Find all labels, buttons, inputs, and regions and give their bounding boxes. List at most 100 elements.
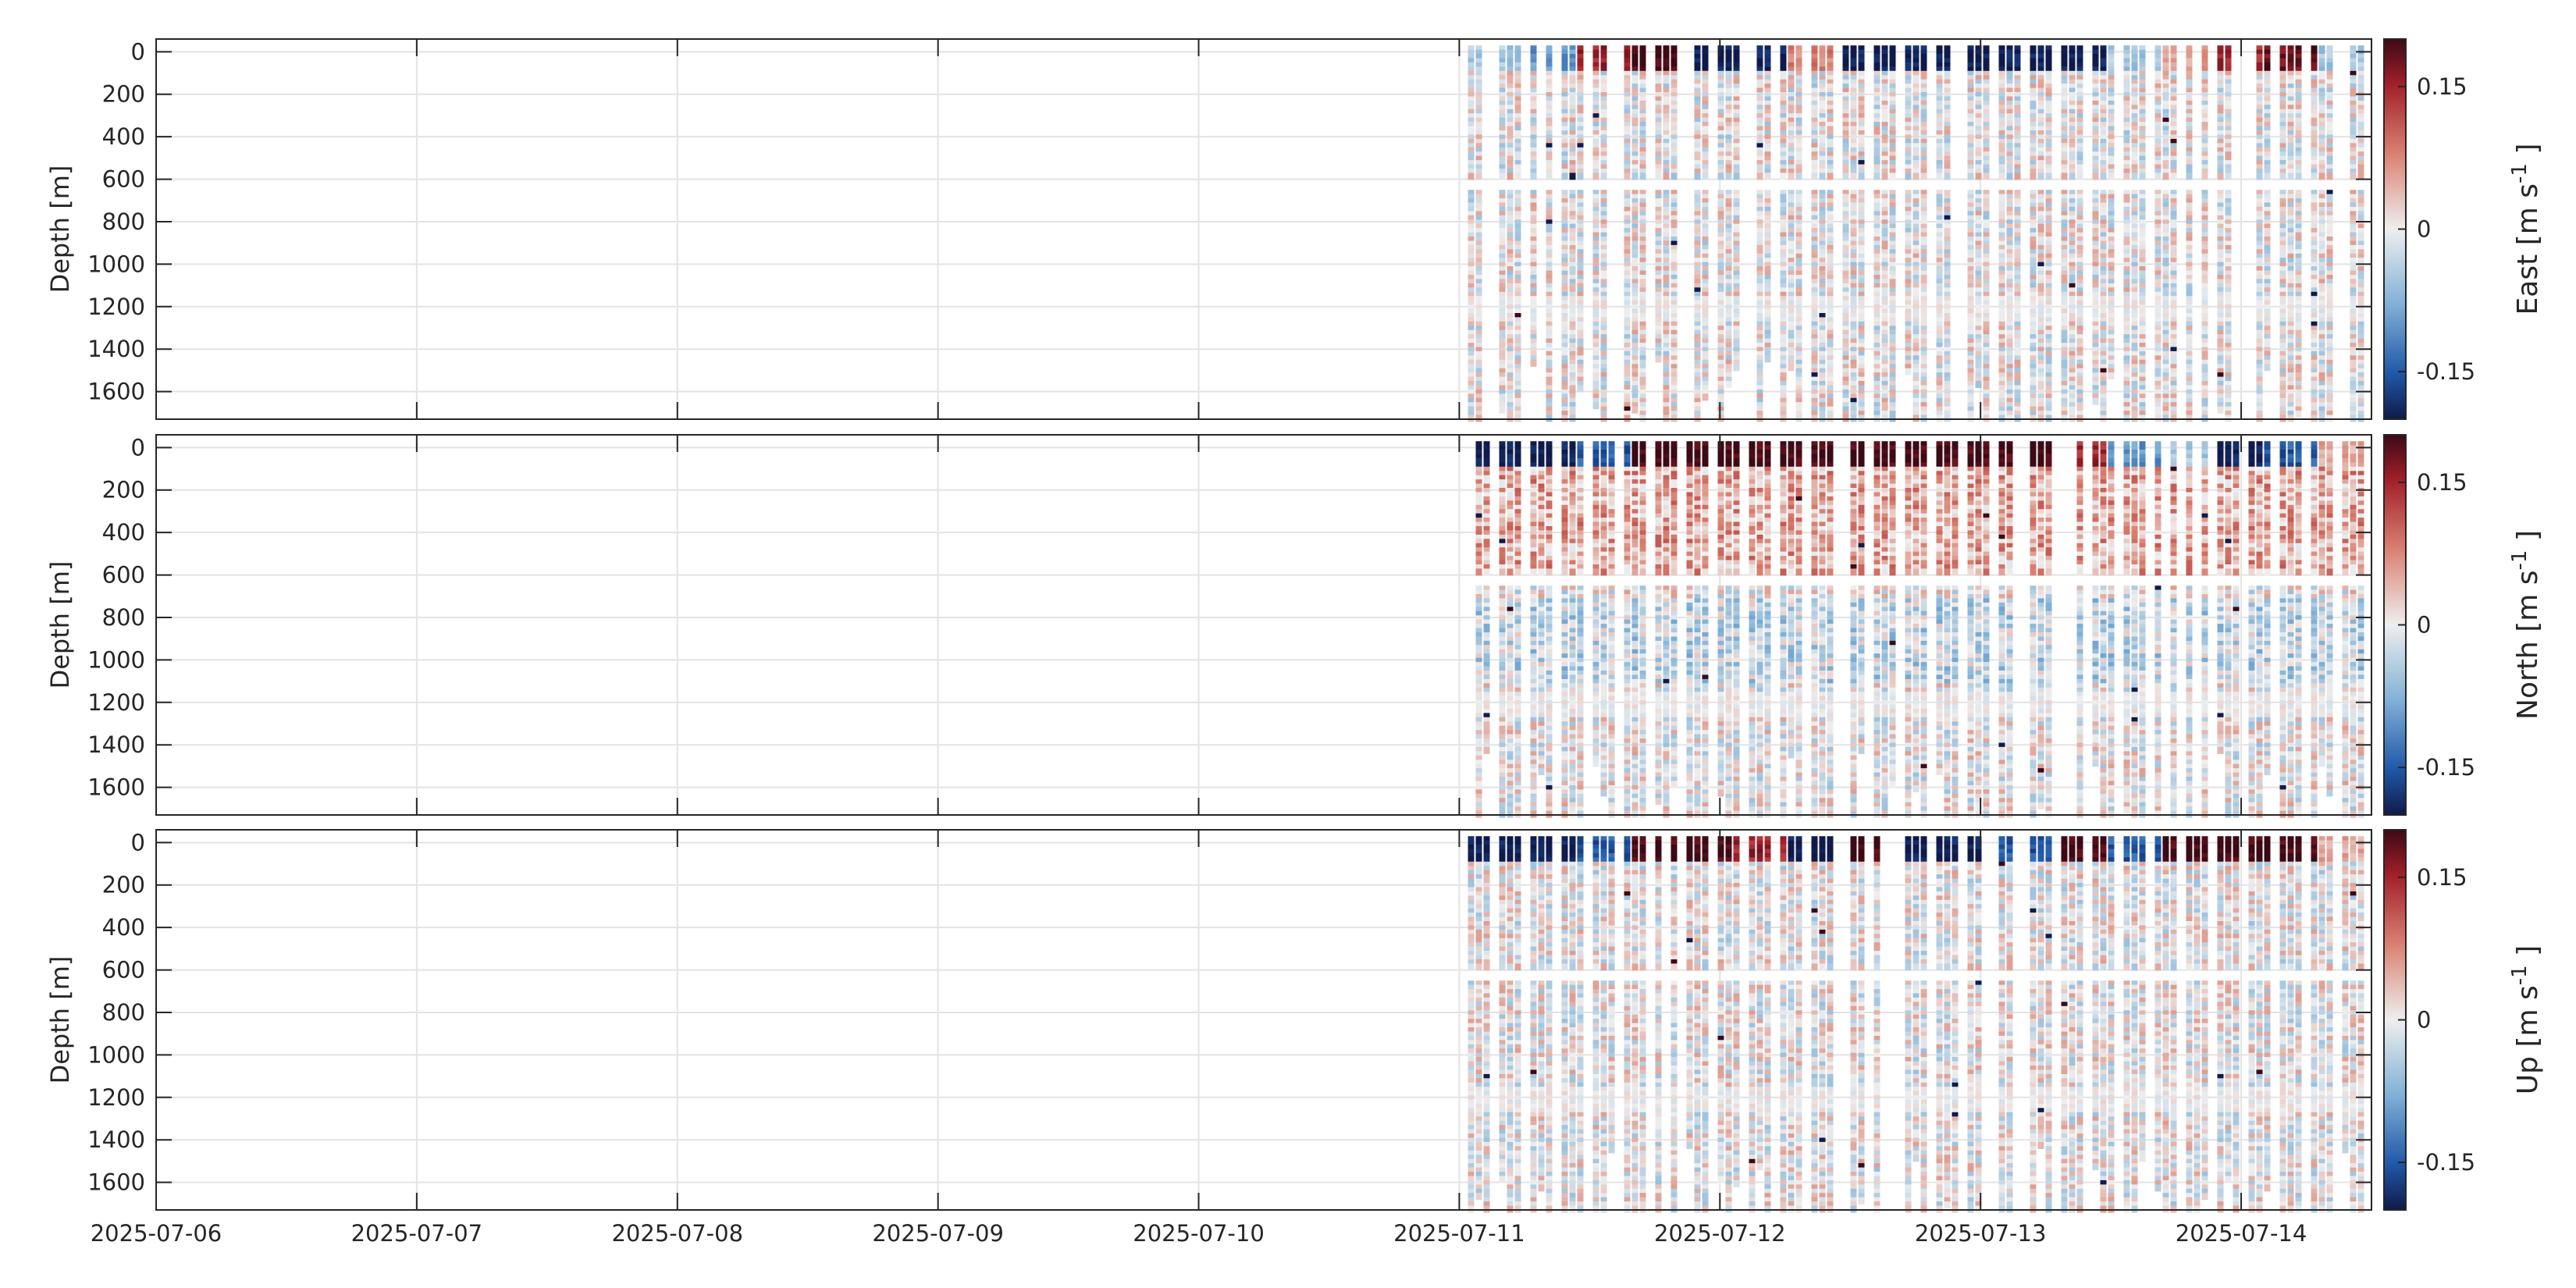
heatmap-cell <box>1756 262 1763 269</box>
heatmap-cell <box>1624 105 1631 112</box>
heatmap-cell <box>1468 151 1475 159</box>
heatmap-cell <box>1920 249 1927 257</box>
heatmap-cell <box>1764 228 1771 236</box>
heatmap-cell <box>1600 49 1607 57</box>
heatmap-cell <box>1514 240 1521 248</box>
heatmap-cell <box>1655 206 1662 214</box>
heatmap-cell <box>1850 87 1857 95</box>
heatmap-cell <box>1780 155 1787 163</box>
heatmap-cell <box>1788 308 1795 316</box>
heatmap-cell <box>1764 138 1771 146</box>
heatmap-cell <box>1639 300 1646 308</box>
heatmap-cell <box>1514 304 1521 312</box>
heatmap-cell <box>1842 100 1849 108</box>
heatmap-cell <box>1530 237 1537 244</box>
heatmap-cell <box>1569 397 1576 405</box>
heatmap-cell <box>1795 300 1802 308</box>
heatmap-cell <box>1561 338 1568 346</box>
heatmap-cell <box>1936 160 1943 168</box>
heatmap-cell <box>1592 334 1599 342</box>
heatmap-cell <box>1663 355 1670 363</box>
heatmap-cell <box>1873 258 1880 265</box>
heatmap-cell <box>1546 134 1553 142</box>
heatmap-cell <box>1561 113 1568 121</box>
heatmap-cell <box>1819 275 1826 282</box>
heatmap-cell <box>1546 291 1553 299</box>
heatmap-cell <box>1936 143 1943 151</box>
heatmap-cell <box>1702 347 1709 354</box>
heatmap-cell <box>1694 96 1701 104</box>
heatmap-cell <box>1842 109 1849 116</box>
heatmap-cell <box>1475 228 1482 236</box>
heatmap-cell <box>1881 253 1888 261</box>
heatmap-cell <box>1569 45 1576 53</box>
heatmap-cell <box>1944 70 1951 78</box>
heatmap-cell <box>1858 219 1865 227</box>
heatmap-cell <box>1889 228 1896 236</box>
heatmap-cell <box>1780 70 1787 78</box>
heatmap-cell <box>1475 117 1482 125</box>
heatmap-cell <box>1499 291 1506 299</box>
heatmap-cell <box>1725 105 1732 112</box>
heatmap-cell <box>1499 198 1506 206</box>
heatmap-cell <box>1655 232 1662 240</box>
heatmap-cell <box>1631 215 1638 222</box>
heatmap-cell <box>1717 130 1724 137</box>
heatmap-cell <box>1561 198 1568 206</box>
heatmap-cell <box>1780 368 1787 375</box>
heatmap-cell <box>1670 343 1678 350</box>
heatmap-cell <box>1725 249 1732 257</box>
heatmap-cell <box>1881 308 1888 316</box>
heatmap-cell <box>1694 130 1701 137</box>
heatmap-cell <box>1670 381 1678 388</box>
heatmap-cell <box>1780 270 1787 278</box>
heatmap-cell <box>1858 84 1865 91</box>
heatmap-cell <box>1827 364 1834 372</box>
heatmap-cell <box>1468 270 1475 278</box>
heatmap-cell <box>1499 364 1506 372</box>
heatmap-cell <box>1780 372 1787 380</box>
heatmap-cell <box>1694 173 1701 180</box>
heatmap-cell <box>1827 279 1834 286</box>
heatmap-cell <box>1663 126 1670 133</box>
heatmap-cell <box>1788 300 1795 308</box>
heatmap-cell <box>1881 372 1888 380</box>
heatmap-cell <box>1764 232 1771 240</box>
heatmap-cell <box>1561 385 1568 393</box>
heatmap-cell <box>1561 270 1568 278</box>
heatmap-cell <box>1577 113 1584 121</box>
heatmap-cell <box>1631 198 1638 206</box>
heatmap-cell <box>1873 270 1880 278</box>
heatmap-cell <box>1912 113 1920 121</box>
heatmap-cell <box>1663 279 1670 286</box>
heatmap-cell <box>1842 164 1849 172</box>
heatmap-cell <box>1795 376 1802 384</box>
heatmap-cell <box>1702 317 1709 325</box>
heatmap-cell <box>1600 283 1607 290</box>
heatmap-cell <box>1702 283 1709 290</box>
heatmap-cell <box>1842 151 1849 159</box>
heatmap-cell <box>1756 232 1763 240</box>
heatmap-cell <box>1561 87 1568 95</box>
heatmap-cell <box>1905 126 1912 133</box>
heatmap-cell <box>1756 126 1763 133</box>
heatmap-cell <box>1507 62 1514 69</box>
heatmap-cell <box>1795 389 1802 397</box>
heatmap-cell <box>1600 117 1607 125</box>
heatmap-cell <box>1842 70 1849 78</box>
heatmap-cell <box>1733 223 1740 231</box>
heatmap-cell <box>1717 266 1724 274</box>
heatmap-cell <box>1475 338 1482 346</box>
heatmap-cell <box>1694 296 1701 304</box>
heatmap-cell <box>1499 240 1506 248</box>
heatmap-cell <box>1920 122 1927 130</box>
heatmap-cell <box>1780 143 1787 151</box>
heatmap-cell <box>1592 215 1599 222</box>
heatmap-cell <box>2037 173 2044 180</box>
heatmap-cell <box>1499 58 1506 66</box>
heatmap-cell <box>1514 54 1521 61</box>
heatmap-cell <box>1600 372 1607 380</box>
heatmap-cell <box>1873 96 1880 104</box>
heatmap-cell <box>1655 143 1662 151</box>
heatmap-cell <box>1546 372 1553 380</box>
